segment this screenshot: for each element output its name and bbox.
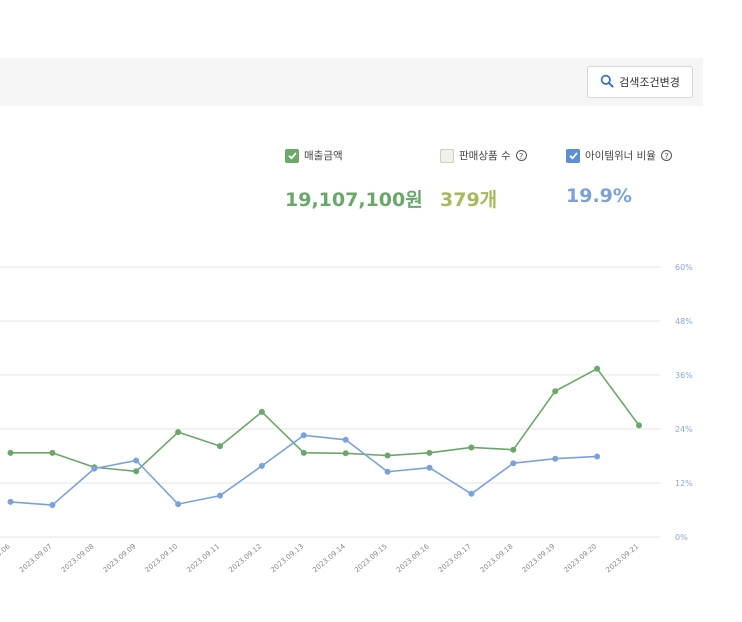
data-point-sales	[300, 449, 307, 456]
checkbox-unchecked-icon[interactable]	[440, 148, 454, 163]
series-line-sales	[10, 367, 640, 473]
data-point-winner-ratio	[510, 460, 517, 467]
data-point-sales	[342, 450, 349, 457]
y-axis-tick-label: 48%	[675, 317, 693, 326]
y-axis-tick-label: 60%	[675, 263, 693, 272]
y-axis-tick-label: 12%	[675, 479, 693, 488]
data-point-winner-ratio	[468, 490, 475, 497]
x-axis-tick-label: 2023.09.07	[18, 542, 54, 574]
x-axis-tick-label: 2023.09.20	[563, 542, 599, 574]
data-point-sales	[636, 422, 642, 429]
series-line-winner-ratio	[10, 434, 598, 506]
metric-products-value: 379개	[440, 189, 498, 211]
metric-products-label: 판매상품 수	[459, 150, 511, 162]
data-point-winner-ratio	[342, 436, 349, 443]
data-point-winner-ratio	[7, 498, 14, 505]
data-point-sales	[133, 468, 140, 475]
data-point-winner-ratio	[384, 468, 391, 475]
y-axis-tick-label: 24%	[675, 425, 693, 434]
metric-winner-ratio-value: 19.9%	[566, 185, 632, 207]
data-point-sales	[258, 408, 265, 415]
data-point-sales	[552, 388, 559, 395]
data-point-sales	[175, 429, 182, 436]
trend-line-chart: 60%48%36%24%12%0%2023.09.06 2023.09.07 202…	[0, 263, 693, 574]
data-point-sales	[49, 449, 56, 456]
data-point-winner-ratio	[258, 462, 265, 469]
x-axis-tick-label: 2023.09.13	[269, 542, 305, 574]
data-point-winner-ratio	[552, 455, 559, 462]
data-point-sales	[217, 443, 223, 450]
x-axis-tick-label: 2023.09.11	[185, 542, 221, 574]
x-axis-tick-label: 2023.09.06	[0, 542, 12, 574]
search-button-label: 검색조건변경	[619, 76, 680, 89]
metric-sales-toggle[interactable]: 매출금액	[285, 148, 343, 163]
checkbox-checked-icon[interactable]	[285, 148, 299, 163]
x-axis-tick-label: 2023.09.08	[60, 542, 96, 574]
change-search-condition-button[interactable]: 검색조건변경	[587, 66, 693, 98]
metric-winner-ratio-toggle[interactable]: 아이템위너 비율 ?	[566, 148, 672, 163]
data-point-winner-ratio	[49, 502, 56, 509]
data-point-winner-ratio	[91, 465, 98, 472]
y-axis-tick-label: 36%	[675, 371, 693, 380]
search-icon	[600, 74, 614, 91]
x-axis-tick-label: 2023.09.18	[479, 542, 515, 574]
y-axis-tick-label: 0%	[675, 533, 688, 542]
data-point-sales	[468, 444, 475, 451]
metric-winner-ratio-label: 아이템위너 비율	[585, 150, 656, 162]
data-point-sales	[510, 446, 517, 453]
x-axis-tick-label: 2023.09.17	[437, 542, 473, 574]
help-icon[interactable]: ?	[515, 150, 527, 161]
x-axis-tick-label: 2023.09.16	[395, 542, 431, 574]
filter-toolbar	[0, 58, 703, 106]
data-point-winner-ratio	[133, 457, 140, 464]
data-point-winner-ratio	[217, 492, 223, 499]
data-point-winner-ratio	[175, 501, 182, 508]
data-point-sales	[7, 449, 14, 456]
x-axis-tick-label: 2023.09.21	[604, 542, 640, 574]
data-point-winner-ratio	[426, 464, 433, 471]
data-point-winner-ratio	[594, 453, 601, 460]
metric-sales-label: 매출금액	[304, 150, 343, 162]
x-axis-tick-label: 2023.09.12	[227, 542, 263, 574]
help-icon[interactable]: ?	[660, 150, 672, 161]
metric-products-toggle[interactable]: 판매상품 수 ?	[440, 148, 527, 163]
x-axis-tick-label: 2023.09.15	[353, 542, 389, 574]
x-axis-tick-label: 2023.09.09	[102, 542, 138, 574]
x-axis-tick-label: 2023.09.10	[144, 542, 180, 574]
data-point-sales	[594, 365, 601, 372]
data-point-winner-ratio	[300, 432, 307, 439]
metric-sales-value: 19,107,100원	[285, 189, 423, 211]
x-axis-tick-label: 2023.09.19	[521, 542, 557, 574]
data-point-sales	[426, 449, 433, 456]
x-axis-tick-label: 2023.09.14	[311, 542, 347, 574]
data-point-sales	[384, 452, 391, 459]
checkbox-checked-icon[interactable]	[566, 148, 580, 163]
